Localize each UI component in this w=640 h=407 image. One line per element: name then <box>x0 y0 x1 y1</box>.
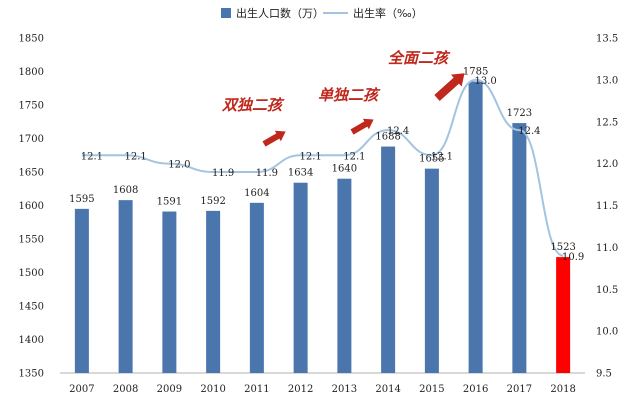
rate-value-label: 12.1 <box>431 151 453 162</box>
bar-value-label: 1785 <box>463 67 488 78</box>
bar <box>337 178 352 373</box>
plot-area: 1350 1400 1450 1500 1550 1600 1650 1700 1750 1800… <box>19 34 619 396</box>
x-tick-label: 2008 <box>113 384 138 395</box>
legend-bar-swatch <box>221 8 231 18</box>
y-left-tick-label: 1850 <box>19 34 44 45</box>
bar-value-label: 1595 <box>69 194 94 205</box>
rate-value-label: 10.9 <box>562 252 584 263</box>
bar-value-label: 1591 <box>157 197 182 208</box>
y-right-tick-label: 11.0 <box>596 243 618 254</box>
y-left-tick-label: 1450 <box>19 302 44 313</box>
rate-value-label: 12.4 <box>518 126 540 137</box>
bar-value-label: 1592 <box>200 196 225 207</box>
y-left-tick-label: 1600 <box>19 201 44 212</box>
legend-line-label: 出生率（‰） <box>353 6 423 20</box>
bar-value-label: 1608 <box>113 185 138 196</box>
bar <box>74 208 89 373</box>
rate-value-label: 12.4 <box>387 126 409 137</box>
y-left-tick-label: 1700 <box>19 134 44 145</box>
rate-value-label: 12.1 <box>124 151 146 162</box>
x-tick-label: 2007 <box>69 384 94 395</box>
y-right-tick-label: 12.0 <box>596 159 618 170</box>
annotations: 双独二孩 单独二孩 全面二孩 <box>221 49 465 147</box>
rate-value-label: 11.9 <box>212 168 234 179</box>
bar <box>249 202 264 373</box>
arrow-shape <box>350 118 374 135</box>
x-tick-label: 2017 <box>507 384 532 395</box>
x-tick-label: 2014 <box>375 384 400 395</box>
y-left-tick-label: 1750 <box>19 101 44 112</box>
y-right-tick-label: 13.5 <box>596 34 618 45</box>
bar-value-label: 1523 <box>550 242 575 253</box>
bar-value-label: 1655 <box>419 154 444 165</box>
policy-annotation: 单独二孩 <box>318 86 381 104</box>
arrow-shape <box>434 73 465 101</box>
y-left-tick-label: 1500 <box>19 268 44 279</box>
bar <box>162 211 177 373</box>
y-right-tick-label: 9.5 <box>596 369 612 380</box>
y-right-tick-label: 11.5 <box>596 201 618 212</box>
rate-value-label: 12.0 <box>168 160 190 171</box>
x-tick-label: 2010 <box>200 384 225 395</box>
y-right-tick-label: 10.0 <box>596 327 618 338</box>
bar <box>556 257 571 373</box>
bar-value-label: 1723 <box>507 108 532 119</box>
policy-annotation: 全面二孩 <box>388 49 451 67</box>
x-tick-label: 2009 <box>157 384 182 395</box>
x-tick-label: 2018 <box>550 384 575 395</box>
bar <box>293 182 308 373</box>
x-tick-label: 2013 <box>332 384 357 395</box>
rate-value-label: 11.9 <box>256 168 278 179</box>
rate-value-label: 12.1 <box>81 151 103 162</box>
y-left-tick-label: 1800 <box>19 67 44 78</box>
y-right-tick-label: 13.0 <box>596 75 618 86</box>
bar <box>206 210 221 373</box>
legend-bar-label: 出生人口数（万） <box>236 6 324 20</box>
bar-value-label: 1688 <box>375 132 400 143</box>
y-left-tick-label: 1400 <box>19 335 44 346</box>
x-tick-label: 2016 <box>463 384 488 395</box>
bar-value-label: 1604 <box>244 188 269 199</box>
y-right-tick-label: 10.5 <box>596 285 618 296</box>
bar <box>512 123 527 373</box>
policy-annotation: 双独二孩 <box>221 96 285 114</box>
y-right-tick-label: 12.5 <box>596 117 618 128</box>
x-tick-label: 2015 <box>419 384 444 395</box>
arrow-icon <box>350 118 374 135</box>
bar-value-label: 1634 <box>288 168 313 179</box>
x-tick-label: 2011 <box>244 384 269 395</box>
x-tick-label: 2012 <box>288 384 313 395</box>
arrow-icon <box>434 73 465 101</box>
rate-value-label: 12.1 <box>299 151 321 162</box>
rate-value-label: 12.1 <box>343 151 365 162</box>
bar <box>118 200 133 373</box>
arrow-icon <box>262 130 286 147</box>
bar <box>468 81 483 374</box>
bar <box>381 146 396 373</box>
legend: 出生人口数（万） 出生率（‰） <box>221 6 423 20</box>
bar-value-label: 1640 <box>332 164 357 175</box>
rate-value-label: 13.0 <box>474 76 496 87</box>
bar <box>424 168 439 373</box>
arrow-shape <box>262 130 286 147</box>
y-left-tick-label: 1550 <box>19 235 44 246</box>
y-left-tick-label: 1650 <box>19 168 44 179</box>
rate-line <box>81 78 564 257</box>
y-left-tick-label: 1350 <box>19 369 44 380</box>
